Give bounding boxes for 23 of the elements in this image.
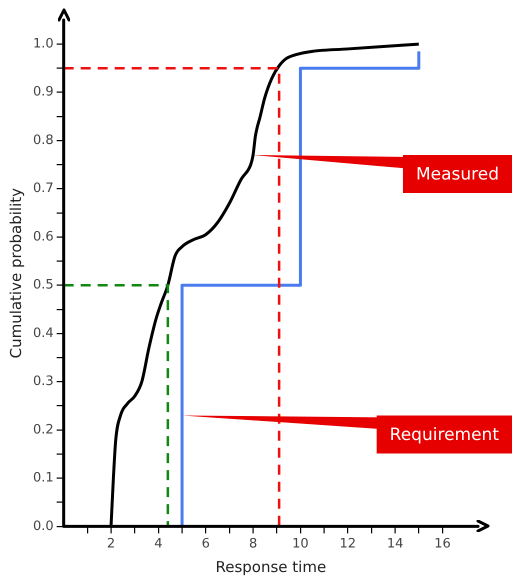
y-tick-label: 0.4	[32, 326, 54, 341]
annotation: Measured	[416, 164, 500, 184]
x-tick-label: 2	[106, 536, 116, 552]
x-tick-label: 6	[202, 536, 210, 552]
y-axis-title: Cumulative probability	[6, 188, 25, 358]
y-tick-label: 0.8	[32, 132, 54, 148]
x-tick-label: 4	[154, 536, 163, 552]
y-tick-label: 0.1	[32, 470, 54, 486]
x-tick-label: 16	[434, 536, 451, 552]
y-tick-label: 0.6	[32, 229, 54, 244]
y-tick-label: 0.3	[32, 374, 54, 390]
y-tick-label: 0.5	[32, 278, 54, 293]
y-tick-label: 0.2	[32, 422, 54, 438]
x-tick-label: 8	[248, 536, 258, 552]
y-tick-label: 1.0	[32, 36, 54, 52]
x-axis-title: Response time	[215, 558, 326, 576]
annotation: Requirement	[390, 424, 500, 445]
x-tick-label: 12	[340, 536, 356, 552]
y-tick-label: 0.9	[32, 84, 54, 100]
x-tick-label: 10	[292, 536, 309, 552]
x-tick-label: 14	[386, 536, 404, 552]
y-tick-label: 0.0	[32, 518, 54, 534]
y-tick-label: 0.7	[32, 181, 54, 196]
